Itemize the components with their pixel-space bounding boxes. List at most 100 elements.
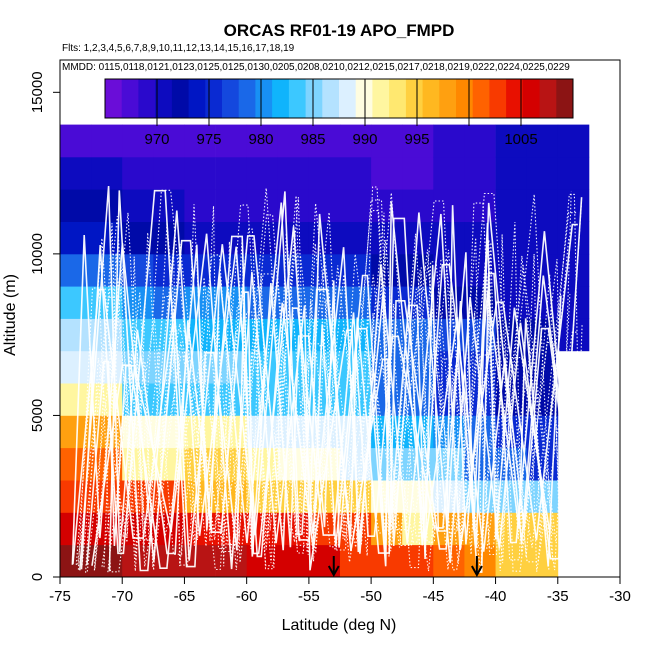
heatmap-cell: [557, 221, 590, 255]
colorbar-swatch: [539, 79, 557, 118]
heatmap-cell: [402, 124, 434, 158]
heatmap-cell: [340, 156, 372, 190]
heatmap-cell: [215, 156, 248, 190]
heatmap-cell: [464, 253, 496, 287]
heatmap-cell: [371, 124, 403, 158]
heatmap-cell: [433, 156, 465, 190]
colorbar-swatch: [556, 79, 574, 118]
heatmap-cell: [308, 156, 341, 190]
x-tick-label: -50: [360, 588, 382, 605]
heatmap-cell: [526, 156, 559, 190]
colorbar-swatch: [105, 79, 123, 118]
heatmap-cell: [60, 318, 92, 352]
heatmap-cell: [526, 124, 559, 158]
colorbar-swatch: [138, 79, 156, 118]
x-tick-label: -40: [485, 588, 507, 605]
flight-track: [72, 191, 583, 565]
heatmap-cell: [60, 383, 92, 416]
heatmap-cell: [464, 189, 496, 222]
heatmap-cell: [277, 156, 310, 190]
heatmap-cell: [122, 156, 154, 190]
colorbar-swatch: [339, 79, 357, 118]
heatmap-cell: [60, 189, 92, 222]
heatmap-cell: [91, 124, 123, 158]
colorbar-swatch: [238, 79, 256, 118]
colorbar-swatch: [439, 79, 457, 118]
heatmap-cell: [122, 189, 154, 222]
flight-track: [91, 201, 586, 573]
x-tick-label: -70: [111, 588, 133, 605]
heatmap-cell: [184, 156, 216, 190]
heatmap-cell: [495, 156, 528, 190]
x-tick-label: -35: [547, 588, 569, 605]
colorbar-swatch: [389, 79, 407, 118]
heatmap-cell: [340, 221, 372, 255]
heatmap-cell: [340, 286, 372, 319]
flight-tracks: [71, 185, 586, 573]
heatmap-cell: [433, 253, 465, 287]
heatmap-cell: [215, 124, 248, 158]
heatmap-cell: [402, 544, 434, 578]
heatmap-cell: [184, 124, 216, 158]
colorbar-swatch: [255, 79, 273, 118]
y-tick-label: 0: [29, 573, 46, 581]
colorbar-ticks: 970 975 980 985 990 995 1005: [144, 131, 537, 148]
x-tick-label: -65: [174, 588, 196, 605]
colorbar-swatch: [355, 79, 373, 118]
x-tick-label: -45: [422, 588, 444, 605]
heatmap-cell: [464, 156, 496, 190]
colorbar-swatch: [506, 79, 524, 118]
colorbar-swatch: [188, 79, 206, 118]
y-axis-ticks: 0 5000 10000 15000: [29, 71, 60, 581]
heatmap-cell: [246, 189, 279, 222]
colorbar-tick-label: 990: [352, 131, 377, 148]
heatmap-cell: [433, 124, 465, 158]
heatmap-cell: [433, 189, 465, 222]
heatmap-cell: [60, 156, 92, 190]
heatmap-cell: [277, 124, 310, 158]
colorbar-swatch: [121, 79, 139, 118]
colorbar-swatch: [405, 79, 424, 118]
colorbar-swatch: [472, 79, 490, 118]
colorbar-tick-label: 970: [144, 131, 169, 148]
heatmap-cell: [495, 124, 528, 158]
colorbar-swatch: [222, 79, 240, 118]
heatmap-cell: [495, 189, 528, 222]
heatmap-cell: [495, 221, 528, 255]
y-tick-label: 10000: [29, 233, 46, 275]
colorbar-swatch: [155, 79, 173, 118]
heatmap-cell: [153, 156, 185, 190]
chart-title: ORCAS RF01-19 APO_FMPD: [224, 21, 455, 40]
colorbar-swatch: [205, 79, 223, 118]
heatmap-cell: [557, 156, 590, 190]
x-axis-label: Latitude (deg N): [282, 617, 397, 634]
colorbar-tick-label: 980: [248, 131, 273, 148]
flight-track: [94, 186, 550, 571]
heatmap-cell: [153, 124, 185, 158]
heatmap-cell: [308, 221, 341, 255]
y-axis-label: Altitude (m): [2, 274, 19, 356]
heatmap-cell: [153, 189, 185, 222]
heatmap-cell: [60, 286, 92, 319]
heatmap-cell: [371, 189, 403, 222]
colorbar-swatch: [171, 79, 190, 118]
flight-track: [75, 202, 554, 569]
heatmap-cell: [184, 189, 216, 222]
heatmap-cell: [402, 156, 434, 190]
flight-track: [81, 188, 583, 566]
x-tick-label: -55: [298, 588, 320, 605]
flight-track: [93, 191, 572, 570]
colorbar-swatch: [322, 79, 340, 118]
heatmap-cell: [340, 189, 372, 222]
heatmap-cell: [340, 124, 372, 158]
heatmap-cell: [526, 544, 559, 578]
heatmap-cell: [60, 221, 92, 255]
x-tick-label: -75: [49, 588, 71, 605]
flight-track: [77, 197, 557, 573]
flight-track: [103, 189, 582, 572]
colorbar-tick-label: 975: [196, 131, 221, 148]
colorbar-swatch: [489, 79, 507, 118]
flight-track: [77, 222, 570, 573]
heatmap-cell: [464, 124, 496, 158]
